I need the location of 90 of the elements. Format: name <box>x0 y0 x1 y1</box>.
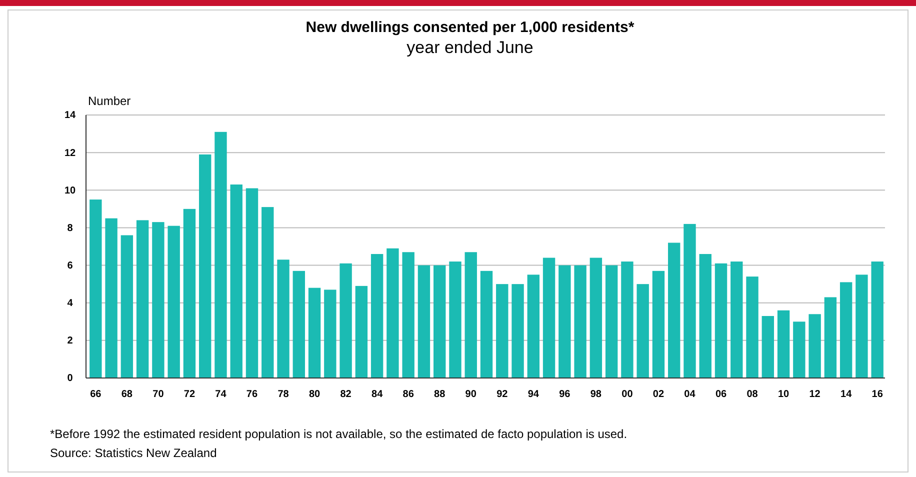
bar <box>230 184 242 378</box>
bar <box>480 270 493 378</box>
bar <box>418 265 430 378</box>
bar <box>605 265 618 378</box>
bar <box>512 284 524 378</box>
bar <box>277 260 290 378</box>
x-tick-label: 12 <box>809 389 821 400</box>
x-tick-label: 08 <box>746 389 758 400</box>
bar <box>684 224 696 378</box>
x-tick-label: 02 <box>652 389 664 400</box>
bar <box>558 265 571 378</box>
bar <box>871 262 884 378</box>
bar <box>214 132 227 378</box>
x-tick-label: 72 <box>184 389 196 400</box>
bar <box>856 274 868 378</box>
bar <box>340 263 352 378</box>
y-tick-label: 10 <box>64 185 76 196</box>
y-axis-title: Number <box>88 94 131 108</box>
bar <box>434 265 446 378</box>
bar <box>652 270 665 378</box>
x-tick-label: 66 <box>90 389 102 400</box>
bar <box>292 270 305 378</box>
bar <box>183 208 196 378</box>
x-tick-label: 84 <box>372 389 384 400</box>
bar <box>668 242 680 378</box>
bar <box>777 310 790 378</box>
text: *Before 1992 the estimated resident population is not available, so the estimated de facto population is used. <box>50 427 628 441</box>
y-tick-label: 8 <box>67 222 74 234</box>
bar <box>824 297 837 378</box>
x-tick-label: 76 <box>246 389 258 400</box>
chart-title: New dwellings consented per 1,000 residents* <box>306 19 634 36</box>
x-tick-label: 90 <box>465 389 477 400</box>
x-tick-label: 06 <box>715 389 728 400</box>
x-tick-label: 94 <box>528 389 540 400</box>
x-tick-label: 00 <box>622 389 634 400</box>
bar <box>105 218 118 378</box>
bar <box>621 262 634 378</box>
bar <box>449 262 462 378</box>
bar <box>136 220 149 378</box>
bar <box>370 254 384 378</box>
bar <box>699 254 712 378</box>
bar <box>808 314 821 378</box>
x-tick-label: 10 <box>778 389 790 400</box>
bar <box>402 252 414 378</box>
bar <box>90 200 102 378</box>
bar <box>527 274 540 378</box>
x-tick-label: 14 <box>840 389 852 400</box>
bar <box>199 154 212 378</box>
x-tick-label: 16 <box>872 389 884 400</box>
x-tick-label: 88 <box>434 389 446 400</box>
bar <box>120 235 134 378</box>
bar <box>464 252 477 378</box>
chart-subtitle: year ended June <box>406 38 534 57</box>
bar <box>762 316 774 378</box>
x-tick-label: 92 <box>496 389 508 400</box>
bar <box>262 207 274 378</box>
x-tick-label: 80 <box>308 389 321 400</box>
x-tick-label: 74 <box>215 389 227 400</box>
y-tick-label: 12 <box>64 148 76 159</box>
y-tick-label: 0 <box>67 373 74 384</box>
bar <box>542 258 556 378</box>
bar <box>152 222 164 378</box>
x-tick-label: 82 <box>340 389 352 400</box>
bar <box>714 263 728 378</box>
bar <box>496 284 508 378</box>
y-tick-label: 2 <box>67 336 74 347</box>
bar <box>746 276 758 378</box>
y-tick-label: 6 <box>67 260 74 272</box>
bar <box>386 248 399 378</box>
bar <box>324 290 336 378</box>
bar <box>355 286 368 378</box>
x-tick-label: 96 <box>559 389 571 400</box>
bar <box>246 188 258 378</box>
bar <box>574 265 586 378</box>
bar <box>636 284 649 378</box>
x-tick-label: 70 <box>152 389 164 400</box>
bar <box>793 322 806 378</box>
bar <box>730 262 743 378</box>
x-tick-label: 86 <box>402 389 414 400</box>
x-tick-label: 98 <box>590 389 602 400</box>
y-tick-label: 4 <box>67 298 74 310</box>
y-tick-label: 14 <box>64 110 76 122</box>
x-tick-label: 68 <box>121 389 133 400</box>
bar <box>168 226 180 378</box>
bar <box>840 282 852 378</box>
bar <box>590 258 602 378</box>
x-tick-label: 78 <box>278 389 290 400</box>
source-note: Source: Statistics New Zealand <box>50 446 217 460</box>
bar <box>308 288 321 378</box>
x-tick-label: 04 <box>684 389 696 400</box>
